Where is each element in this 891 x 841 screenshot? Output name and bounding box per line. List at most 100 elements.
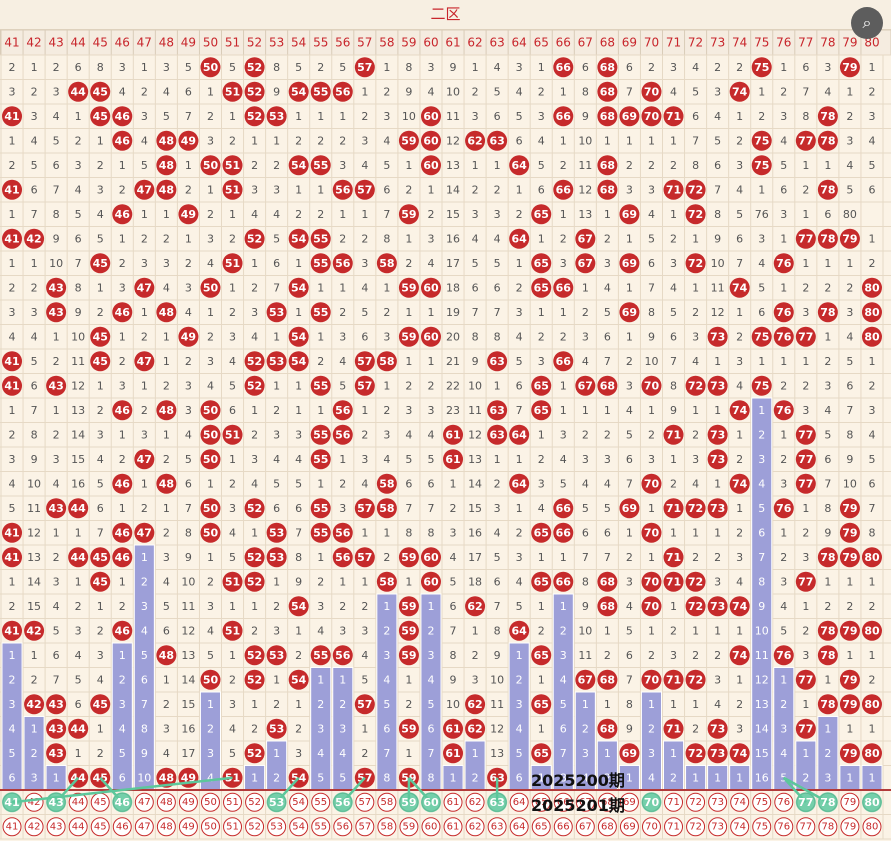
hit-number: 52 [247,232,262,245]
hit-number: 59 [401,208,416,221]
omission-value: 5 [31,159,38,172]
omission-value: 1 [758,85,765,98]
omission-value: 4 [75,183,82,196]
ball-outline [664,817,684,837]
omission-value: 3 [758,232,765,245]
omission-value: 8 [295,551,302,564]
omission-value: 5 [846,183,853,196]
omission-value: 6 [273,257,280,270]
omission-value: 3 [229,698,236,711]
omission-value: 3 [31,771,38,784]
hit-number: 70 [644,477,660,490]
hit-ball [2,228,23,249]
hit-ball [200,424,221,445]
omission-value: 1 [780,673,787,686]
hit-number: 51 [225,159,240,172]
omission-value: 2 [802,281,809,294]
zoom-in-icon[interactable]: ⌕ [851,7,883,39]
omission-value: 3 [141,110,148,123]
omission-value: 1 [295,379,302,392]
omission-value: 16 [755,771,769,784]
next-pick-ball [487,792,508,813]
hit-ball [112,522,133,543]
hit-ball [420,326,441,347]
hit-number: 65 [534,379,549,392]
ball-number: 58 [381,797,394,808]
hit-ball [200,155,221,176]
hit-number: 78 [820,110,835,123]
omission-value: 2 [163,526,170,539]
hit-number: 73 [710,379,725,392]
hit-number: 72 [688,208,703,221]
omission-value: 2 [229,232,236,245]
hit-ball [288,228,309,249]
omission-value: 1 [207,183,214,196]
omission-value: 4 [604,477,611,490]
omission-value: 3 [846,306,853,319]
omission-value: 6 [185,477,192,490]
hit-ball [817,645,838,666]
hit-number: 56 [335,183,351,196]
omission-value: 1 [736,673,743,686]
ball-number: 49 [182,821,195,832]
omission-value: 1 [75,110,82,123]
omission-value: 5 [383,159,390,172]
omission-value: 1 [361,208,368,221]
omission-value: 2 [9,61,16,74]
column-number: 67 [578,36,593,50]
ball-number: 55 [314,821,327,832]
hit-ball [134,351,155,372]
omission-value: 1 [846,575,853,588]
column-number: 48 [159,36,174,50]
hit-number: 65 [534,281,549,294]
omission-value: 2 [383,404,390,417]
hit-number: 58 [379,502,394,515]
omission-value: 8 [692,159,699,172]
hit-ball [795,228,816,249]
omission-value: 7 [427,747,434,760]
hit-number: 41 [4,110,19,123]
omission-value: 1 [648,698,655,711]
omission-value: 3 [251,306,258,319]
omission-value: 1 [229,110,236,123]
omission-value: 2 [648,159,655,172]
hit-ball [773,400,794,421]
omission-value: 4 [141,624,148,637]
ball-outline [333,817,353,837]
omission-value: 4 [317,747,324,760]
ball-outline [597,817,617,837]
hit-ball [707,326,728,347]
hit-ball [443,718,464,739]
omission-value: 10 [711,257,725,270]
omission-value: 16 [71,477,85,490]
hit-number: 72 [688,575,703,588]
omission-value: 7 [53,183,60,196]
hit-number: 63 [489,404,504,417]
omission-value: 6 [868,183,875,196]
column-number: 75 [754,36,769,50]
omission-value: 3 [75,159,82,172]
omission-value: 2 [119,257,126,270]
omission-value: 4 [427,428,434,441]
ball-outline [223,792,243,812]
omission-value: 14 [755,722,769,735]
omission-value: 8 [714,208,721,221]
hit-number: 49 [181,134,196,147]
ball-number: 66 [557,797,570,808]
hit-number: 68 [600,183,615,196]
ball-number: 72 [689,797,702,808]
hit-ball [90,253,111,274]
omission-value: 2 [9,281,16,294]
omission-value: 13 [71,404,85,417]
hit-number: 58 [379,477,394,490]
omission-value: 8 [31,428,38,441]
ball-number: 79 [844,821,857,832]
hit-number: 46 [115,404,131,417]
omission-value: 2 [582,428,589,441]
omission-value: 12 [446,134,460,147]
hit-ball [46,375,67,396]
column-number: 76 [776,36,791,50]
hit-number: 64 [512,624,528,637]
hit-number: 70 [644,379,660,392]
ball-outline [112,817,132,837]
